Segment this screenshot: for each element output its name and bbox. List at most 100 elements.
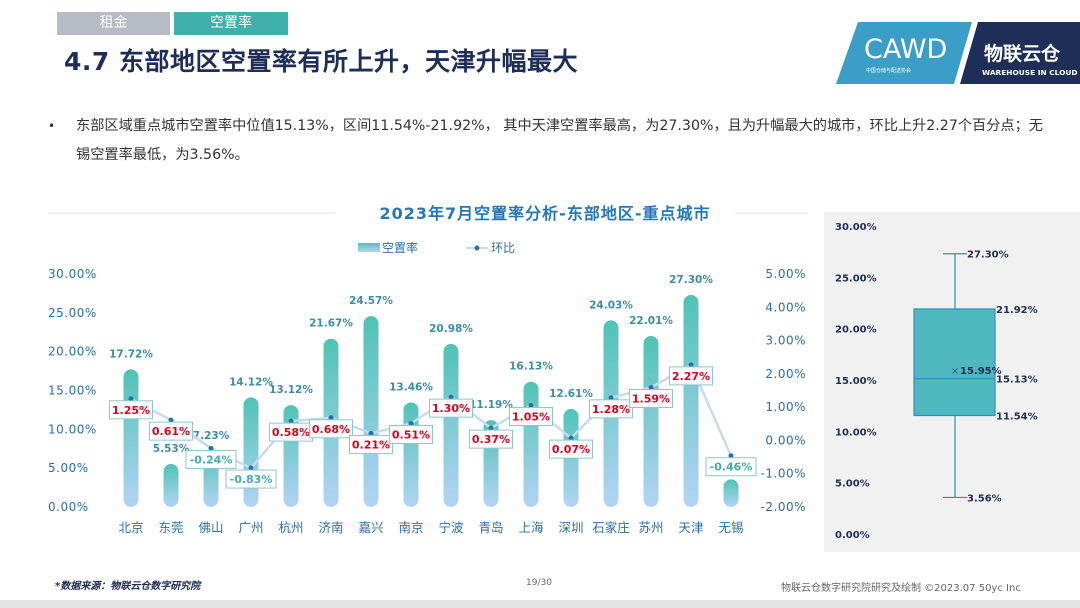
footer-credit: 物联云仓数字研究院研究及绘制 ©2023.07 50yc Inc <box>781 583 1021 594</box>
legend-line-label: 环比 <box>491 241 515 255</box>
box-axis-tick: 30.00% <box>835 222 877 233</box>
left-axis-tick: 10.00% <box>48 422 97 436</box>
left-axis-tick: 0.00% <box>48 500 89 514</box>
tab-vacancy-rate[interactable]: 空置率 <box>174 12 288 35</box>
mom-value-label: 0.61% <box>149 421 193 441</box>
box-axis-tick: 20.00% <box>835 325 877 336</box>
bar-value-label: 5.53% <box>153 443 190 455</box>
mom-value-label: 0.51% <box>389 424 433 444</box>
left-axis-tick: 25.00% <box>48 306 97 320</box>
mom-point <box>488 425 494 431</box>
bar-value-label: 13.12% <box>269 384 313 396</box>
mom-value-label: 0.68% <box>309 419 353 439</box>
mom-value-label: -0.83% <box>225 469 277 489</box>
bar-value-label: 17.72% <box>109 348 153 360</box>
footer-bar <box>0 600 1080 608</box>
page-title: 4.7 东部地区空置率有所上升，天津升幅最大 <box>64 47 578 76</box>
bar-value-label: 24.57% <box>349 295 393 307</box>
x-axis-category: 深圳 <box>558 520 583 535</box>
bar-value-label: 22.01% <box>629 315 673 327</box>
x-axis-category: 东莞 <box>158 520 183 535</box>
page-number: 19/30 <box>526 578 552 588</box>
tab-rent[interactable]: 租金 <box>57 12 170 35</box>
mom-point <box>528 402 534 408</box>
box-q3-label: 21.92% <box>996 305 1038 316</box>
logo-brand-text: 物联云仓 <box>984 42 1061 65</box>
mom-point <box>648 385 654 391</box>
x-axis-category: 杭州 <box>278 520 303 535</box>
x-axis-category: 北京 <box>118 520 143 535</box>
x-axis-category: 无锡 <box>718 520 743 535</box>
box-median-label: 15.13% <box>996 375 1038 386</box>
bar <box>443 344 459 507</box>
bar-value-label: 11.19% <box>469 399 513 411</box>
x-axis-category: 石家庄 <box>592 520 630 535</box>
left-axis-tick: 20.00% <box>48 345 97 359</box>
x-axis-category: 苏州 <box>638 520 663 535</box>
legend-bar-swatch <box>358 243 380 252</box>
box-axis-tick: 0.00% <box>835 530 870 541</box>
mom-value-label: 2.27% <box>669 366 713 386</box>
mom-value-label: 1.59% <box>629 389 673 409</box>
right-axis-tick: 2.00% <box>765 367 806 381</box>
chart-title: 2023年7月空置率分析-东部地区-重点城市 <box>380 204 711 223</box>
mom-value-label: 1.28% <box>589 399 633 419</box>
mom-point <box>288 418 294 424</box>
bar <box>523 381 539 507</box>
bar-value-label: 24.03% <box>589 299 633 311</box>
mom-value-label: 1.30% <box>429 398 473 418</box>
bullet-marker: • <box>48 119 56 133</box>
svg-text:-0.46%: -0.46% <box>710 461 753 474</box>
bar-value-label: 16.13% <box>509 361 553 373</box>
box-min-label: 3.56% <box>967 493 1002 504</box>
svg-text:0.21%: 0.21% <box>352 438 390 451</box>
bar <box>123 369 139 507</box>
mom-point <box>248 465 254 471</box>
mom-point <box>328 415 334 421</box>
left-axis-tick: 30.00% <box>48 267 97 281</box>
logo-brand-sub-text: WAREHOUSE IN CLOUD <box>982 68 1078 77</box>
svg-text:1.05%: 1.05% <box>512 410 550 423</box>
x-axis-category: 佛山 <box>198 520 223 535</box>
left-axis-tick: 5.00% <box>48 461 89 475</box>
mom-value-label: 0.21% <box>349 434 393 454</box>
bar-value-label: 27.30% <box>669 274 713 286</box>
mom-point <box>448 394 454 400</box>
x-axis-category: 青岛 <box>478 520 503 535</box>
mom-value-label: -0.46% <box>705 457 757 477</box>
svg-text:1.59%: 1.59% <box>632 393 670 406</box>
mom-value-label: 0.37% <box>469 429 513 449</box>
x-axis-category: 广州 <box>238 520 263 535</box>
svg-text:0.58%: 0.58% <box>272 426 310 439</box>
right-axis-tick: 4.00% <box>765 300 806 314</box>
chart-legend: 空置率 环比 <box>358 240 515 255</box>
mom-value-label: 0.58% <box>269 422 313 442</box>
mom-value-label: 1.25% <box>109 400 153 420</box>
box-iqr <box>913 308 996 417</box>
logo-main-text: CAWD <box>864 34 947 65</box>
mean-marker: × <box>951 366 959 377</box>
box-axis-tick: 15.00% <box>835 376 877 387</box>
mom-value-label: -0.24% <box>185 449 237 469</box>
svg-text:-0.83%: -0.83% <box>230 473 273 486</box>
svg-text:1.28%: 1.28% <box>592 403 630 416</box>
data-source: *数据来源：物联云仓数字研究院 <box>55 581 201 592</box>
x-axis-category: 嘉兴 <box>358 520 383 535</box>
bar-value-label: 7.23% <box>193 430 230 442</box>
bar <box>643 336 659 507</box>
mom-point <box>728 453 734 459</box>
x-axis-category: 天津 <box>678 520 703 535</box>
bar <box>403 402 419 507</box>
bar <box>163 464 179 507</box>
right-axis-tick: 0.00% <box>765 433 806 447</box>
right-axis-tick: 3.00% <box>765 334 806 348</box>
mom-point <box>368 430 374 436</box>
vacancy-bar-line-chart: 2023年7月空置率分析-东部地区-重点城市 空置率 环比 0.00% 5.00%… <box>48 204 808 535</box>
right-axis-tick: -1.00% <box>761 467 806 481</box>
svg-text:0.68%: 0.68% <box>312 423 350 436</box>
bar <box>363 316 379 507</box>
svg-text:2.27%: 2.27% <box>672 370 710 383</box>
left-axis-tick: 15.00% <box>48 384 97 398</box>
svg-text:0.51%: 0.51% <box>392 428 430 441</box>
mom-point <box>168 417 174 423</box>
